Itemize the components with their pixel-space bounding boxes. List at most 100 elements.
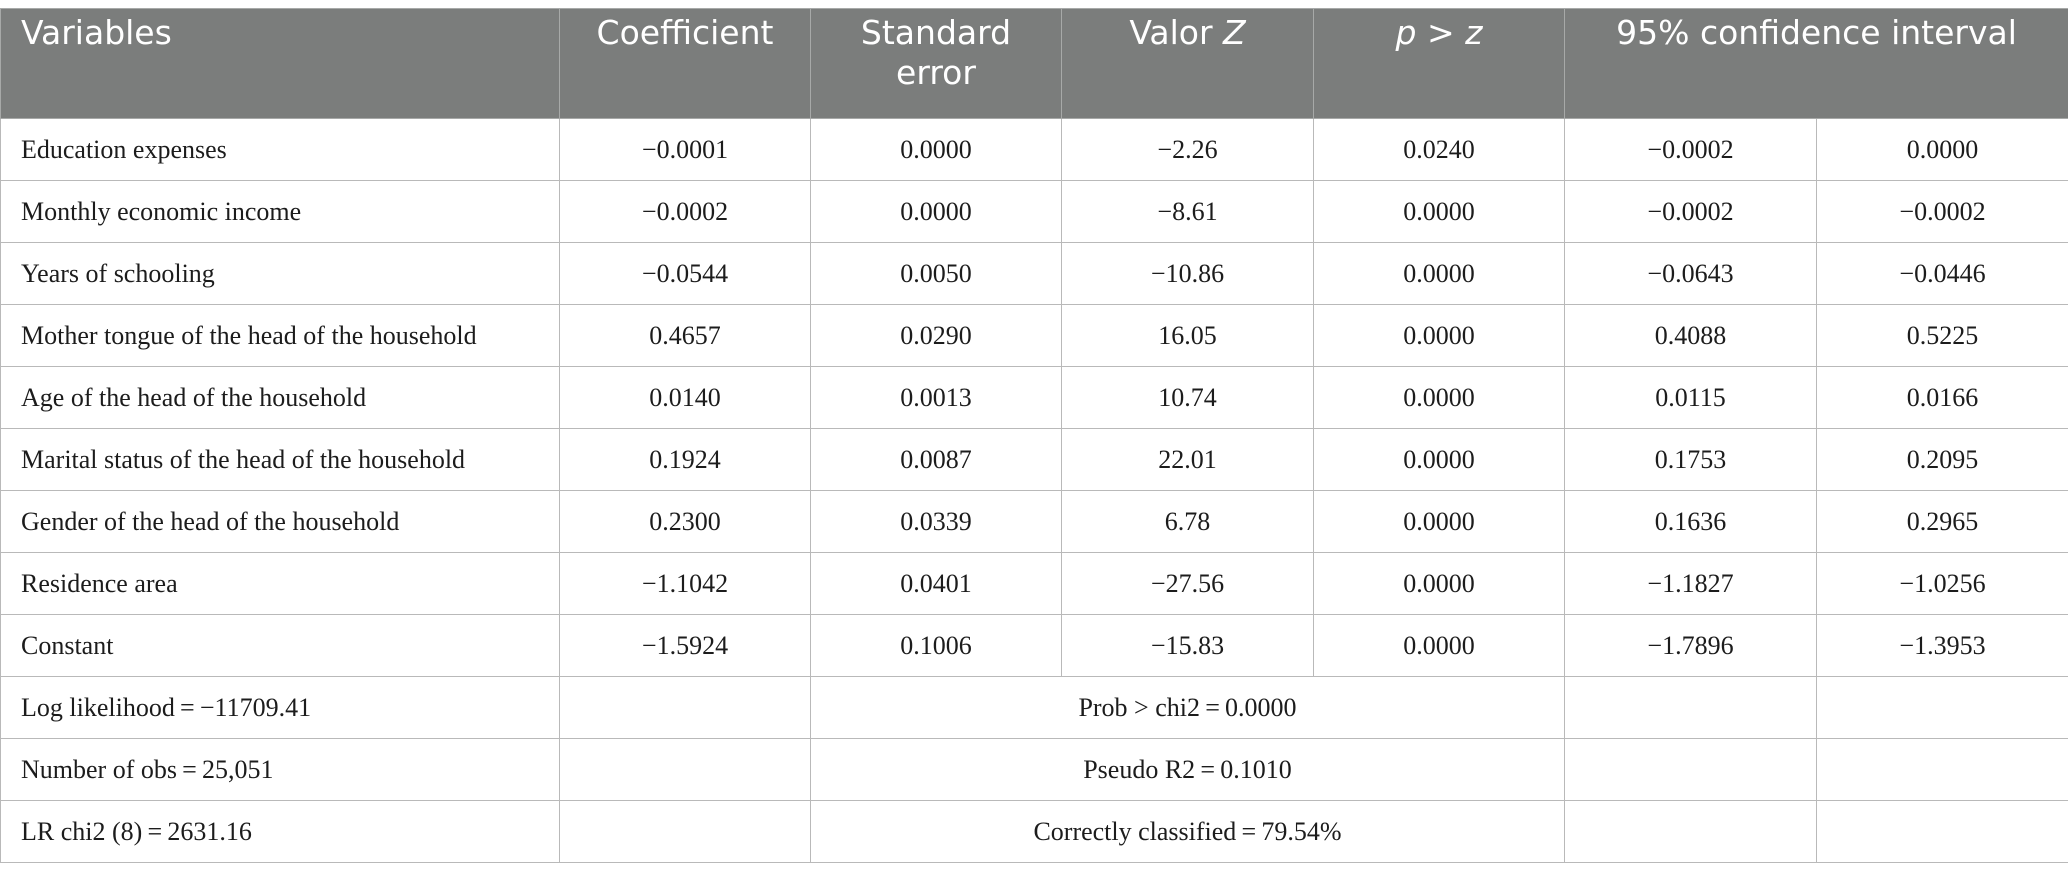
variable-cell: Mother tongue of the head of the househo… <box>0 304 560 367</box>
table-header: Variables Coefficient Standard error Valo… <box>0 8 2068 119</box>
ci-lower-cell: −0.0643 <box>1564 242 1817 305</box>
z-value-cell: −27.56 <box>1061 552 1314 615</box>
z-value-cell: 10.74 <box>1061 366 1314 429</box>
coefficient-cell: 0.4657 <box>559 304 811 367</box>
empty-cell <box>1564 738 1817 801</box>
ci-upper-cell: 0.2095 <box>1815 428 2068 491</box>
coefficient-cell: −0.0544 <box>559 242 811 305</box>
ci-upper-cell: 0.5225 <box>1815 304 2068 367</box>
header-z-italic: Z <box>1223 13 1246 52</box>
table-row: Years of schooling −0.0544 0.0050 −10.86… <box>0 242 2068 305</box>
header-row: Variables Coefficient Standard error Valo… <box>0 8 2068 119</box>
header-p-operator: > <box>1416 13 1466 52</box>
header-confidence-interval: 95% confidence interval <box>1563 8 2068 119</box>
header-p-italic-p: p <box>1395 13 1417 52</box>
header-z-value: Valor Z <box>1061 8 1314 119</box>
empty-cell <box>559 676 811 739</box>
variable-cell: Age of the head of the household <box>0 366 560 429</box>
ci-upper-cell: −1.0256 <box>1815 552 2068 615</box>
coefficient-cell: 0.2300 <box>559 490 811 553</box>
coefficient-cell: −0.0002 <box>559 180 811 243</box>
ci-lower-cell: −1.1827 <box>1564 552 1817 615</box>
model-stat-left: Log likelihood = −11709.41 <box>0 676 560 739</box>
header-p-value: p > z <box>1313 8 1565 119</box>
coefficient-cell: −1.5924 <box>559 614 811 677</box>
table-row: Marital status of the head of the househ… <box>0 428 2068 491</box>
standard-error-cell: 0.0050 <box>810 242 1062 305</box>
standard-error-cell: 0.0000 <box>810 180 1062 243</box>
variable-cell: Education expenses <box>0 118 560 181</box>
empty-cell <box>1815 738 2068 801</box>
variable-cell: Monthly economic income <box>0 180 560 243</box>
table-row: Constant −1.5924 0.1006 −15.83 0.0000 −1… <box>0 614 2068 677</box>
z-value-cell: 16.05 <box>1061 304 1314 367</box>
table-row: Monthly economic income −0.0002 0.0000 −… <box>0 180 2068 243</box>
model-stat-center: Prob > chi2 = 0.0000 <box>810 676 1565 739</box>
variable-cell: Constant <box>0 614 560 677</box>
standard-error-cell: 0.0087 <box>810 428 1062 491</box>
model-stat-center: Pseudo R2 = 0.1010 <box>810 738 1565 801</box>
coefficient-cell: −0.0001 <box>559 118 811 181</box>
p-value-cell: 0.0000 <box>1313 366 1565 429</box>
z-value-cell: 6.78 <box>1061 490 1314 553</box>
standard-error-cell: 0.0013 <box>810 366 1062 429</box>
empty-cell <box>1564 800 1817 863</box>
coefficient-cell: 0.1924 <box>559 428 811 491</box>
ci-lower-cell: 0.4088 <box>1564 304 1817 367</box>
model-stat-left: Number of obs = 25,051 <box>0 738 560 801</box>
header-coefficient: Coefficient <box>559 8 811 119</box>
ci-lower-cell: −0.0002 <box>1564 118 1817 181</box>
z-value-cell: −10.86 <box>1061 242 1314 305</box>
ci-upper-cell: −1.3953 <box>1815 614 2068 677</box>
p-value-cell: 0.0000 <box>1313 428 1565 491</box>
p-value-cell: 0.0000 <box>1313 490 1565 553</box>
standard-error-cell: 0.0339 <box>810 490 1062 553</box>
coefficient-cell: −1.1042 <box>559 552 811 615</box>
variable-cell: Residence area <box>0 552 560 615</box>
ci-upper-cell: −0.0002 <box>1815 180 2068 243</box>
header-z-prefix: Valor <box>1129 13 1213 52</box>
header-p-italic-z: z <box>1465 13 1483 52</box>
ci-lower-cell: −0.0002 <box>1564 180 1817 243</box>
table-row: Education expenses −0.0001 0.0000 −2.26 … <box>0 118 2068 181</box>
z-value-cell: 22.01 <box>1061 428 1314 491</box>
p-value-cell: 0.0000 <box>1313 242 1565 305</box>
variable-cell: Marital status of the head of the househ… <box>0 428 560 491</box>
table-row: Gender of the head of the household 0.23… <box>0 490 2068 553</box>
p-value-cell: 0.0000 <box>1313 304 1565 367</box>
table-body: Education expenses −0.0001 0.0000 −2.26 … <box>0 118 2068 863</box>
empty-cell <box>1815 800 2068 863</box>
stats-row: Log likelihood = −11709.41 Prob > chi2 =… <box>0 676 2068 739</box>
ci-lower-cell: 0.1753 <box>1564 428 1817 491</box>
header-standard-error-line2: error <box>896 53 976 92</box>
model-stat-left: LR chi2 (8) = 2631.16 <box>0 800 560 863</box>
header-variables: Variables <box>0 8 560 119</box>
standard-error-cell: 0.0401 <box>810 552 1062 615</box>
p-value-cell: 0.0000 <box>1313 552 1565 615</box>
table-row: Mother tongue of the head of the househo… <box>0 304 2068 367</box>
p-value-cell: 0.0000 <box>1313 180 1565 243</box>
ci-upper-cell: 0.0000 <box>1815 118 2068 181</box>
ci-upper-cell: 0.0166 <box>1815 366 2068 429</box>
z-value-cell: −15.83 <box>1061 614 1314 677</box>
ci-upper-cell: 0.2965 <box>1815 490 2068 553</box>
stats-row: Number of obs = 25,051 Pseudo R2 = 0.101… <box>0 738 2068 801</box>
ci-upper-cell: −0.0446 <box>1815 242 2068 305</box>
coefficient-cell: 0.0140 <box>559 366 811 429</box>
ci-lower-cell: −1.7896 <box>1564 614 1817 677</box>
p-value-cell: 0.0240 <box>1313 118 1565 181</box>
empty-cell <box>559 738 811 801</box>
z-value-cell: −8.61 <box>1061 180 1314 243</box>
standard-error-cell: 0.1006 <box>810 614 1062 677</box>
table-row: Age of the head of the household 0.0140 … <box>0 366 2068 429</box>
model-stat-center: Correctly classified = 79.54% <box>810 800 1565 863</box>
variable-cell: Years of schooling <box>0 242 560 305</box>
z-value-cell: −2.26 <box>1061 118 1314 181</box>
variable-cell: Gender of the head of the household <box>0 490 560 553</box>
regression-results-table: Variables Coefficient Standard error Valo… <box>0 8 2068 863</box>
p-value-cell: 0.0000 <box>1313 614 1565 677</box>
ci-lower-cell: 0.0115 <box>1564 366 1817 429</box>
ci-lower-cell: 0.1636 <box>1564 490 1817 553</box>
standard-error-cell: 0.0000 <box>810 118 1062 181</box>
stats-row: LR chi2 (8) = 2631.16 Correctly classifi… <box>0 800 2068 863</box>
